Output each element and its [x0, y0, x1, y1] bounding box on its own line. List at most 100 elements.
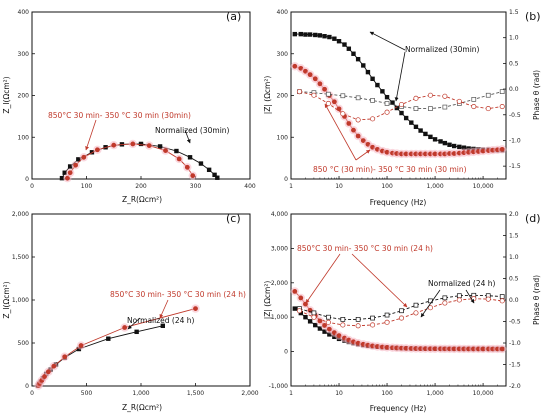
data-point — [384, 109, 390, 115]
panel-c-ylabel: Z_I(Ωcm²) — [2, 281, 11, 318]
panel-b-annotation-treated: 850 °C (30 min)- 350 °C 30 min (30 min) — [313, 165, 467, 174]
data-point — [399, 308, 404, 314]
data-point — [292, 306, 298, 311]
panel-d-arrow-treated-1 — [305, 253, 341, 304]
data-point — [336, 333, 342, 339]
data-point — [298, 295, 304, 301]
data-point — [442, 295, 448, 301]
data-point — [427, 92, 433, 98]
panel-b-y2label: Phase θ (rad) — [532, 70, 541, 120]
data-point — [499, 346, 505, 352]
y-tick-label: -1,000 — [269, 383, 289, 390]
data-point — [442, 140, 448, 146]
y-tick-label: 200 — [277, 93, 289, 100]
data-point — [456, 293, 462, 299]
panel-a-plot — [59, 139, 220, 183]
panel-d-ylabel: |Z| (Ωcm²) — [263, 281, 272, 320]
data-point — [146, 143, 152, 149]
data-point — [292, 289, 298, 294]
panel-c-annotation-normalized: Normalized (24 h) — [127, 316, 195, 325]
data-point — [311, 314, 317, 320]
panel-d-arrow-treated-2 — [351, 253, 408, 308]
data-point — [394, 105, 400, 111]
data-point — [447, 142, 452, 147]
y2-tick-label: -1.0 — [509, 340, 521, 347]
data-point — [471, 103, 477, 110]
data-point — [322, 34, 327, 39]
data-point — [331, 99, 337, 105]
data-point — [73, 162, 78, 168]
data-point — [322, 329, 327, 334]
y-tick-label: 100 — [277, 134, 289, 141]
y-tick-label: 100 — [18, 134, 30, 141]
data-point — [311, 310, 317, 316]
panel-c-label: (c) — [226, 212, 241, 225]
data-point — [384, 312, 390, 318]
y-tick-label: 200 — [18, 93, 30, 100]
data-point — [303, 301, 308, 307]
x-tick-label: 500 — [81, 390, 93, 397]
y2-tick-label: 0.0 — [509, 86, 519, 93]
y2-tick-label: 1.5 — [509, 9, 519, 16]
panel-c-arrow-normalized — [127, 317, 141, 330]
data-point — [340, 93, 346, 99]
data-point — [212, 172, 217, 178]
y-tick-label: 2,000 — [271, 280, 288, 287]
data-point — [95, 147, 100, 153]
data-point — [499, 89, 505, 94]
panel-a-ylabel: Z_I(Ωcm²) — [2, 76, 11, 113]
data-point — [340, 322, 346, 328]
data-point — [461, 145, 467, 150]
data-point — [62, 170, 67, 175]
data-point — [174, 148, 179, 154]
y2-tick-label: 0.5 — [509, 60, 519, 67]
panel-a-annotation-normalized: Normalized (30min) — [155, 126, 230, 135]
data-point — [296, 89, 303, 95]
data-point — [360, 138, 366, 143]
data-point — [198, 161, 204, 166]
data-point — [399, 110, 404, 116]
data-point — [384, 319, 390, 325]
series-line — [294, 291, 503, 350]
data-point — [384, 94, 390, 100]
x-tick-label: 0 — [30, 183, 34, 190]
data-point — [471, 97, 477, 102]
data-point — [78, 343, 84, 348]
data-point — [480, 346, 486, 352]
panel-c: 0 500 1,000 1,500 2,000 0 500 1,000 1,500 2,000 (… — [2, 211, 259, 412]
data-point — [351, 127, 356, 133]
data-point — [81, 154, 87, 160]
x-tick-label: 2,000 — [241, 390, 258, 397]
x-tick-label: 1,500 — [187, 390, 204, 397]
data-point — [190, 173, 196, 179]
data-point — [355, 317, 361, 322]
x-tick-label: 100 — [381, 390, 393, 397]
x-tick-label: 1 — [289, 183, 293, 190]
panel-d-annotation-normalized: Normalized (24 h) — [428, 279, 496, 288]
x-tick-label: 10,000 — [473, 390, 494, 397]
data-point — [134, 329, 139, 335]
data-point — [499, 146, 505, 152]
data-point — [307, 319, 313, 324]
panel-d-ticks: 1 10 100 1,000 10,000 -1,000 0 1,000 2,000 3,000 4… — [269, 211, 521, 397]
x-tick-label: 1,000 — [132, 390, 149, 397]
panel-a-label: (a) — [226, 10, 241, 23]
series-line — [299, 91, 503, 110]
y2-tick-label: -0.5 — [509, 112, 521, 119]
data-point — [342, 42, 347, 47]
data-point — [413, 310, 419, 316]
data-point — [340, 317, 346, 322]
data-point — [355, 95, 361, 101]
data-point — [346, 46, 352, 51]
x-tick-label: 100 — [381, 183, 393, 190]
x-tick-label: 10 — [335, 183, 343, 190]
x-tick-label: 400 — [244, 183, 256, 190]
data-point — [423, 131, 428, 137]
data-point — [326, 326, 332, 332]
data-point — [59, 175, 65, 181]
data-point — [340, 111, 346, 117]
data-point — [176, 156, 182, 162]
panel-d-xlabel: Frequency (Hz) — [370, 404, 427, 413]
data-point — [442, 93, 448, 99]
x-tick-label: 300 — [190, 183, 202, 190]
